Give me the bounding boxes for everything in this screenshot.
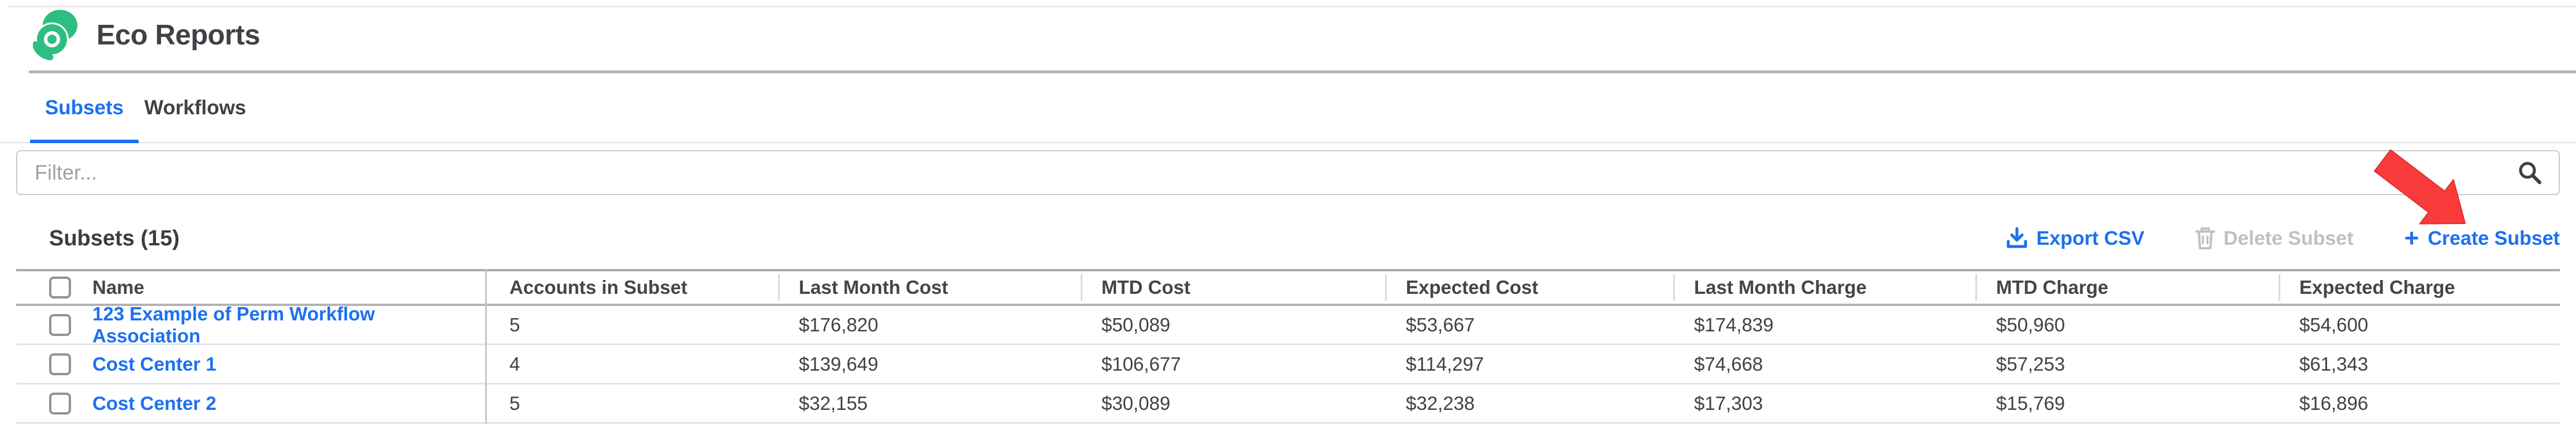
- plus-icon: +: [2404, 224, 2419, 252]
- cell-last-month-charge: $17,303: [1694, 392, 1763, 414]
- cell-expected-cost: $53,667: [1406, 313, 1475, 335]
- row-checkbox[interactable]: [49, 313, 71, 336]
- table-row: Cost Center 1 4 $139,649 $106,677 $114,2…: [16, 345, 2560, 384]
- tab-bar: Subsets Workflows: [0, 73, 2576, 143]
- cell-name: 123 Example of Perm Workflow Association: [16, 303, 485, 347]
- select-all-checkbox[interactable]: [49, 277, 71, 298]
- column-header-expected-cost: Expected Cost: [1406, 277, 1539, 298]
- window-top-hairline: [8, 6, 2576, 8]
- cell-accounts: 5: [509, 313, 520, 335]
- header-divider: [29, 70, 2576, 73]
- column-header-last-month-cost: Last Month Cost: [799, 277, 948, 298]
- row-checkbox[interactable]: [49, 392, 71, 415]
- export-csv-button[interactable]: Export CSV: [2006, 227, 2145, 250]
- header-cell-mtd-cost: MTD Cost: [1081, 274, 1385, 301]
- toolbar-actions: Export CSV Delete Subset + Create Subset: [2006, 224, 2560, 252]
- cell-name: Cost Center 2: [16, 392, 485, 415]
- subset-name-link[interactable]: Cost Center 2: [92, 392, 217, 414]
- trash-icon: [2195, 227, 2215, 249]
- table-header-row: Name Accounts in Subset Last Month Cost …: [16, 269, 2560, 306]
- header-cell-name: Name: [16, 277, 485, 298]
- subsets-table: Name Accounts in Subset Last Month Cost …: [16, 269, 2560, 424]
- cell-expected-cost: $32,238: [1406, 392, 1475, 414]
- cell-last-month-charge: $74,668: [1694, 353, 1763, 375]
- tab-workflows-label: Workflows: [144, 96, 247, 119]
- cell-last-month-cost: $32,155: [799, 392, 868, 414]
- cell-name: Cost Center 1: [16, 353, 485, 375]
- tab-subsets-label: Subsets: [44, 96, 124, 119]
- page-title: Eco Reports: [96, 20, 260, 51]
- cell-expected-cost: $114,297: [1406, 353, 1484, 375]
- table-row: Cost Center 2 5 $32,155 $30,089 $32,238 …: [16, 384, 2560, 424]
- name-column-divider: [485, 269, 487, 424]
- cell-expected-charge: $16,896: [2299, 392, 2369, 414]
- header-cell-mtd-charge: MTD Charge: [1975, 274, 2279, 301]
- header-cell-expected-cost: Expected Cost: [1385, 274, 1673, 301]
- column-divider: [778, 274, 780, 301]
- cell-last-month-cost: $139,649: [799, 353, 878, 375]
- delete-subset-label: Delete Subset: [2223, 227, 2354, 249]
- column-header-expected-charge: Expected Charge: [2299, 277, 2455, 298]
- header-cell-last-month-charge: Last Month Charge: [1673, 274, 1975, 301]
- filter-bar: [16, 150, 2560, 195]
- export-csv-label: Export CSV: [2036, 227, 2145, 249]
- row-checkbox[interactable]: [49, 353, 71, 375]
- column-header-mtd-cost: MTD Cost: [1101, 277, 1190, 298]
- filter-input[interactable]: [16, 150, 2560, 195]
- create-subset-label: Create Subset: [2428, 227, 2560, 249]
- column-header-name: Name: [92, 277, 144, 298]
- column-header-accounts: Accounts in Subset: [509, 277, 688, 298]
- cell-expected-charge: $61,343: [2299, 353, 2369, 375]
- eco-reports-logo-icon: [33, 10, 77, 61]
- download-icon: [2007, 227, 2027, 248]
- header-cell-expected-charge: Expected Charge: [2279, 274, 2560, 301]
- cell-mtd-charge: $50,960: [1996, 313, 2065, 335]
- tab-workflows[interactable]: Workflows: [140, 73, 251, 142]
- cell-mtd-charge: $15,769: [1996, 392, 2065, 414]
- create-subset-button[interactable]: + Create Subset: [2404, 224, 2560, 252]
- cell-expected-charge: $54,600: [2299, 313, 2369, 335]
- column-divider: [2279, 274, 2280, 301]
- cell-mtd-cost: $106,677: [1101, 353, 1181, 375]
- subsets-count-heading: Subsets (15): [49, 226, 180, 251]
- header-cell-last-month-cost: Last Month Cost: [778, 274, 1081, 301]
- table-row: 123 Example of Perm Workflow Association…: [16, 303, 2560, 347]
- column-divider: [1081, 274, 1082, 301]
- app-header: Eco Reports: [0, 0, 2576, 70]
- tab-subsets[interactable]: Subsets: [29, 73, 140, 143]
- subsets-toolbar: Subsets (15) Export CSV Delete Subset + …: [16, 224, 2560, 253]
- cell-accounts: 5: [509, 392, 520, 414]
- cell-last-month-charge: $174,839: [1694, 313, 1774, 335]
- column-divider: [1385, 274, 1387, 301]
- delete-subset-button[interactable]: Delete Subset: [2195, 227, 2354, 250]
- cell-last-month-cost: $176,820: [799, 313, 878, 335]
- cell-accounts: 4: [509, 353, 520, 375]
- subset-name-link[interactable]: Cost Center 1: [92, 353, 217, 375]
- header-cell-accounts: Accounts in Subset: [485, 277, 778, 298]
- cell-mtd-cost: $50,089: [1101, 313, 1171, 335]
- search-icon: [2519, 162, 2541, 184]
- column-header-last-month-charge: Last Month Charge: [1694, 277, 1867, 298]
- cell-mtd-charge: $57,253: [1996, 353, 2065, 375]
- column-divider: [1975, 274, 1977, 301]
- cell-mtd-cost: $30,089: [1101, 392, 1171, 414]
- column-divider: [1673, 274, 1675, 301]
- column-header-mtd-charge: MTD Charge: [1996, 277, 2109, 298]
- subset-name-link[interactable]: 123 Example of Perm Workflow Association: [92, 303, 375, 346]
